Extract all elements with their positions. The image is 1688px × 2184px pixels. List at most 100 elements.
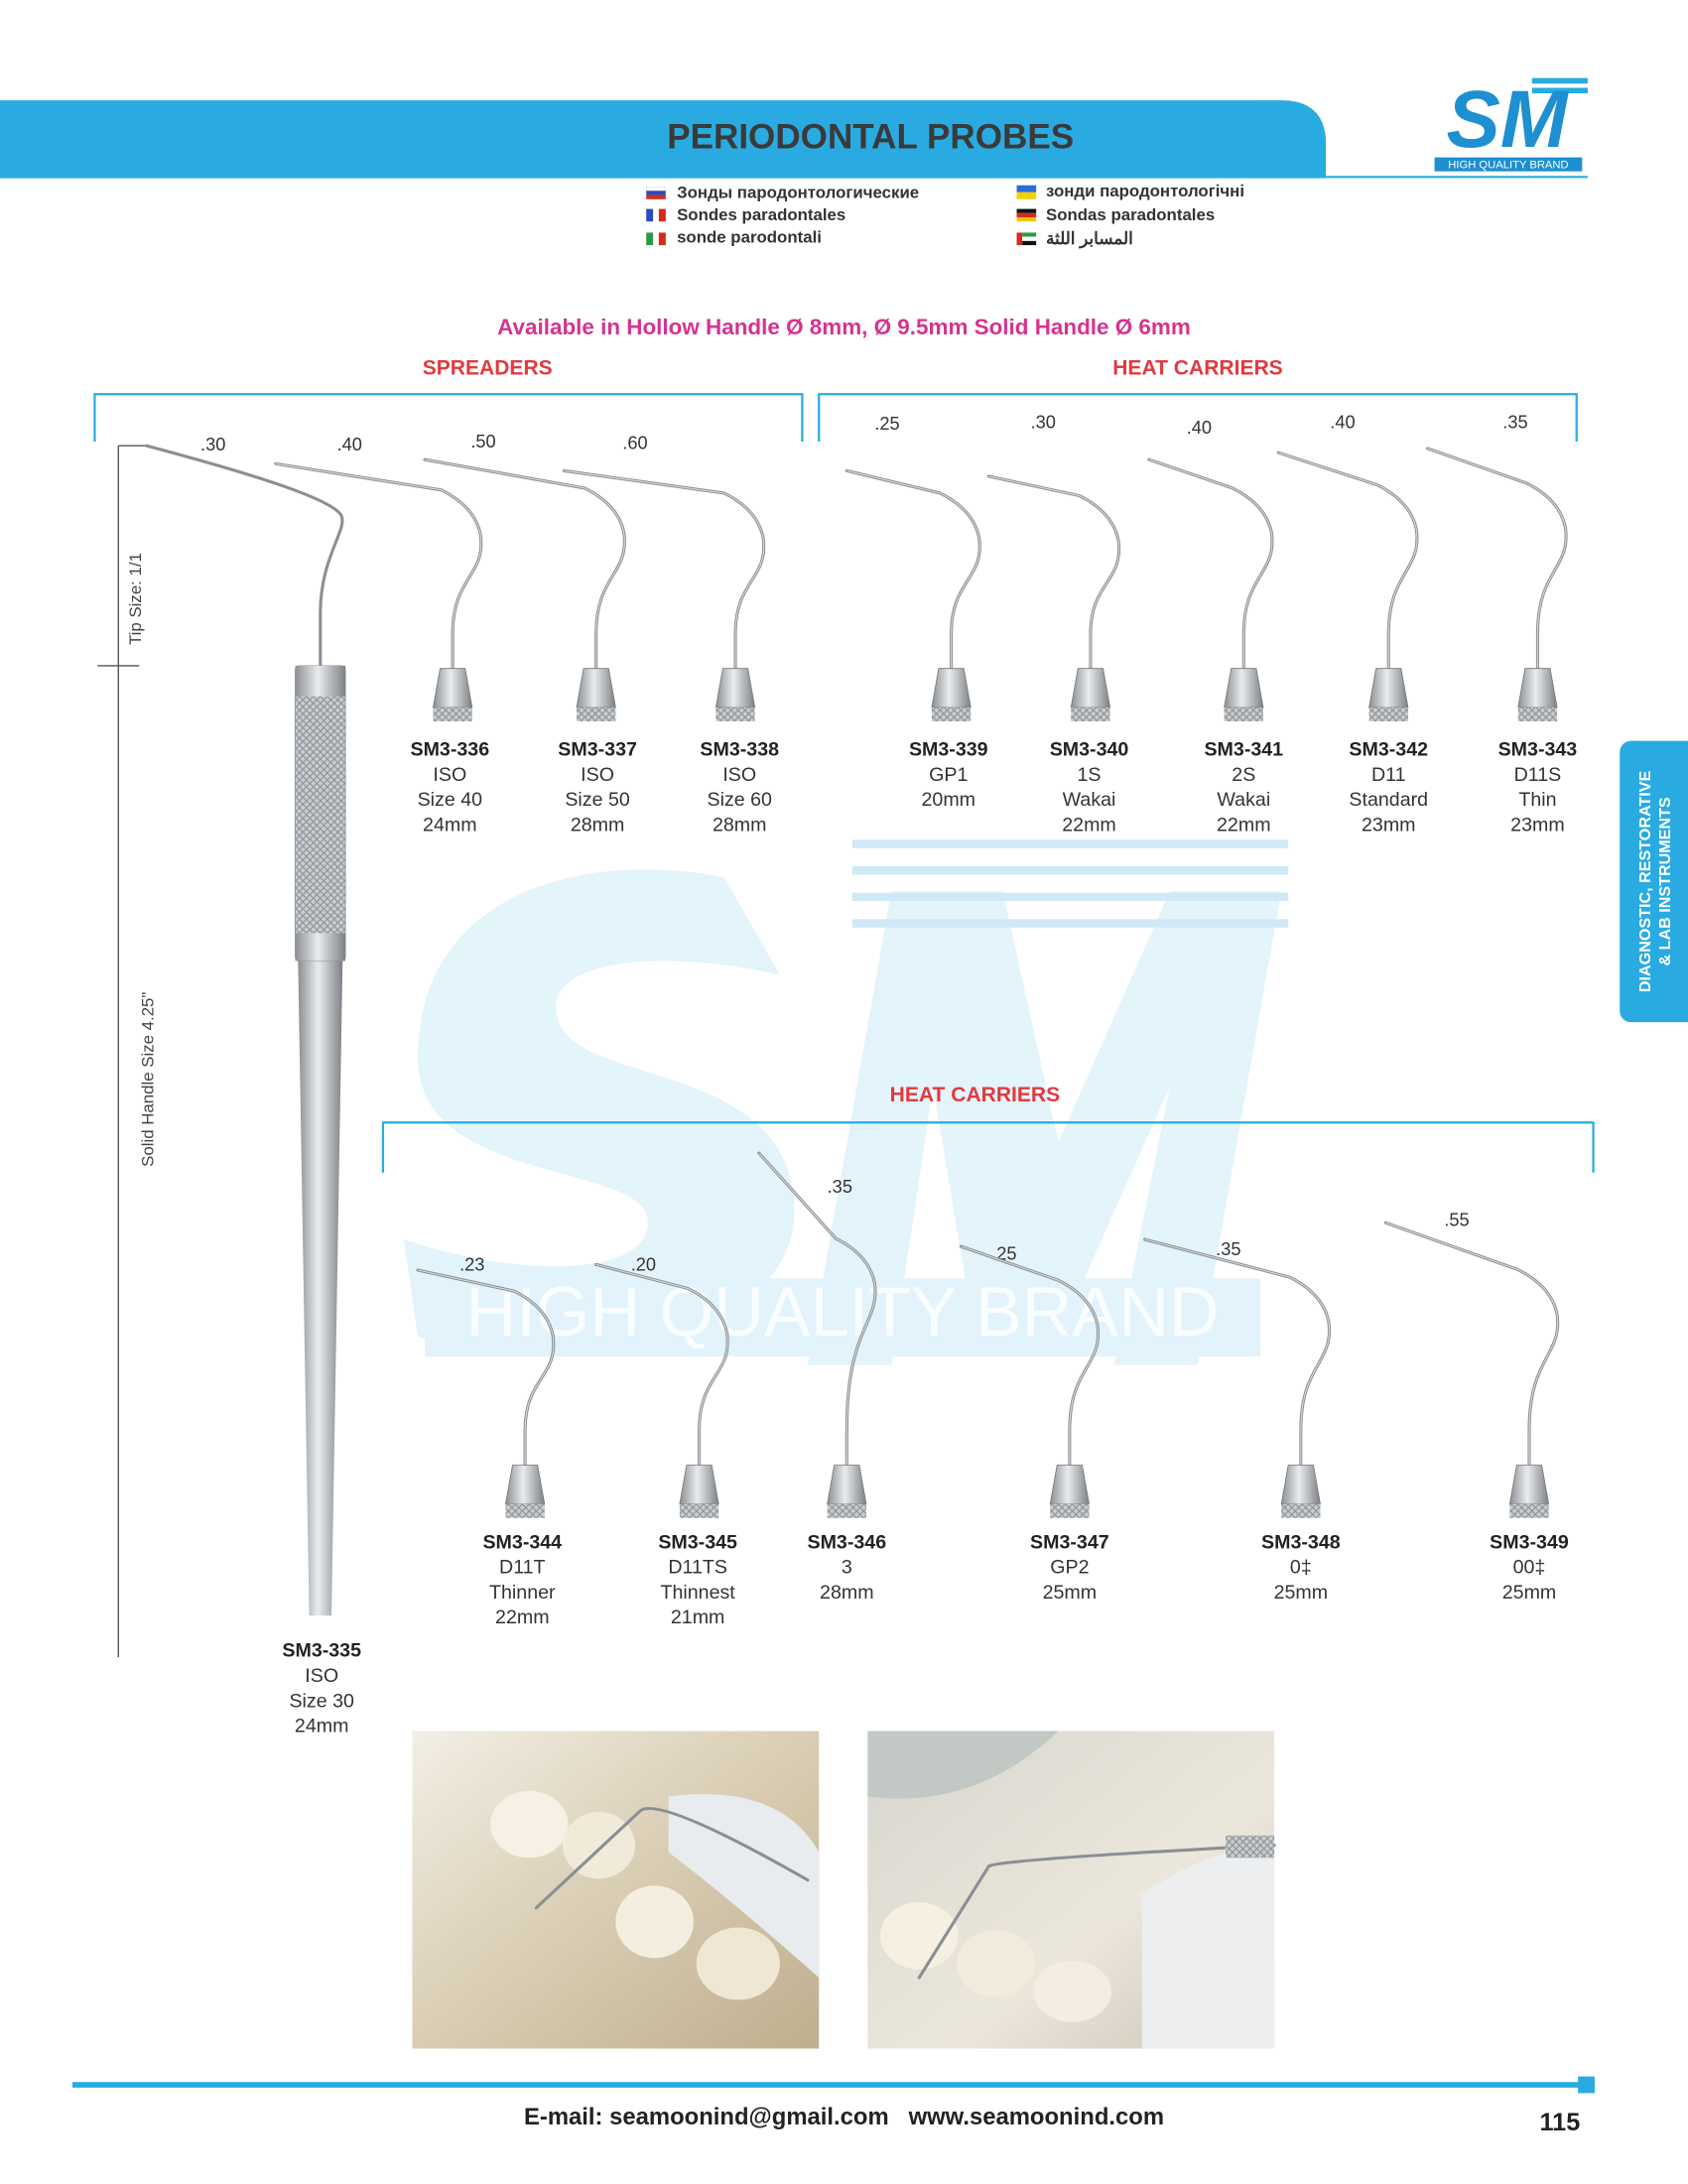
section-label: HEAT CARRIERS [890, 1084, 1061, 1106]
instrument-hub-knurl [505, 1503, 545, 1518]
flags [645, 185, 1037, 246]
instrument-hub [1070, 668, 1111, 708]
tip-size: .40 [1187, 417, 1212, 438]
product: SM3-336 ISO Size 40 24mm .40 [274, 434, 489, 835]
instrument-shaft [986, 474, 1121, 671]
product-spec: Thinnest [660, 1582, 735, 1604]
instrument-shaft-highlight [1278, 451, 1418, 669]
instrument-hub [1368, 668, 1409, 708]
product: SM3-338 ISO Size 60 28mm .60 [562, 433, 779, 835]
translation: Sondes paradontales [677, 205, 845, 224]
footer-contact: E-mail: seamoonind@gmail.com www.seamoon… [524, 2104, 1164, 2130]
logo-mark: SM [1447, 74, 1570, 165]
tip-size: .25 [874, 413, 899, 434]
product-spec: Thinner [489, 1582, 556, 1604]
instrument-shaft-highlight [1385, 1221, 1559, 1466]
product-spec: ISO [581, 764, 614, 786]
page-title: PERIODONTAL PROBES [667, 118, 1074, 157]
product: SM3-349 00‡ 25mm .55 [1383, 1210, 1569, 1604]
instrument-hub [1508, 1465, 1550, 1505]
header-band [0, 100, 1327, 179]
product-code: SM3-339 [909, 739, 988, 761]
instrument-shaft [1426, 447, 1568, 671]
product: SM3-346 3 28mm .35 [757, 1151, 886, 1604]
instrument-shaft [844, 468, 981, 671]
product-spec: Size 30 [289, 1690, 354, 1712]
instrument-hub [1224, 668, 1264, 708]
product-code: SM3-341 [1204, 739, 1283, 761]
logo: SM HIGH QUALITY BRAND [1434, 74, 1588, 172]
product-spec: 22mm [495, 1606, 550, 1628]
section-bracket [818, 393, 1578, 442]
instrument-shaft [1147, 457, 1274, 671]
product-spec: ISO [433, 764, 466, 786]
product-spec: 28mm [571, 814, 625, 835]
product-spec: 23mm [1362, 814, 1416, 835]
product-code: SM3-348 [1261, 1531, 1341, 1553]
side-tab-text: & LAB INSTRUMENTS [1656, 797, 1674, 965]
instrument-hub [504, 1465, 546, 1505]
tip-size: .35 [1502, 412, 1527, 433]
product-spec: 21mm [671, 1606, 725, 1628]
instrument-hub [714, 668, 756, 708]
watermark-text: HIGH QUALITY BRAND [466, 1272, 1220, 1350]
instrument-shaft-highlight [758, 1152, 876, 1466]
instrument-shaft-highlight [564, 469, 765, 669]
section-bracket [93, 393, 804, 442]
instrument-shaft [423, 457, 626, 671]
translation: sonde parodontali [677, 227, 822, 246]
tip-size: .40 [337, 434, 362, 454]
instrument-hub-knurl [433, 707, 472, 722]
product-spec: 2S [1232, 764, 1255, 786]
product: SM3-339 GP1 20mm .25 [844, 413, 988, 811]
tip-size: .30 [200, 434, 225, 454]
side-tab-text: DIAGNOSTIC, RESTORATIVE [1636, 771, 1654, 993]
footer-rule-end [1578, 2076, 1595, 2094]
product-spec: GP2 [1050, 1557, 1089, 1579]
translation: المسابر اللثة [1046, 229, 1133, 249]
instrument-hub-knurl [1368, 707, 1408, 722]
side-tab [1620, 740, 1688, 1023]
product-code: SM3-336 [410, 739, 489, 761]
instrument-hub [1049, 1465, 1091, 1505]
tip-size: .30 [1031, 412, 1056, 433]
instrument-shaft-highlight [595, 1263, 728, 1466]
instrument-hub [1280, 1465, 1321, 1505]
product-code: SM3-347 [1030, 1531, 1109, 1553]
product-spec: 25mm [1274, 1582, 1329, 1604]
product: SM3-340 1S Wakai 22mm .30 [986, 412, 1128, 835]
tip-size: .50 [470, 431, 495, 451]
tip-size-label: Tip Size: 1/1 [126, 553, 145, 645]
product: SM3-348 0‡ 25mm .35 [1143, 1237, 1341, 1604]
instrument-hub-knurl [1509, 1503, 1549, 1518]
product-code: SM3-349 [1490, 1531, 1569, 1553]
availability-note: Available in Hollow Handle Ø 8mm, Ø 9.5m… [497, 315, 1191, 339]
product-code: SM3-344 [482, 1531, 562, 1553]
page-number: 115 [1540, 2109, 1581, 2136]
product-spec: Size 40 [418, 789, 483, 811]
product-code: SM3-335 [282, 1640, 361, 1662]
product-spec: Standard [1349, 789, 1428, 811]
handle-size-label: Solid Handle Size 4.25" [139, 992, 158, 1167]
product-spec: D11TS [668, 1557, 727, 1579]
product-spec: ISO [722, 764, 756, 786]
product: SM3-343 D11S Thin 23mm .35 [1426, 412, 1577, 835]
instrument-hub-knurl [1050, 1503, 1090, 1518]
tip-size: .55 [1444, 1210, 1469, 1230]
instrument-shaft [1276, 450, 1419, 671]
photo [867, 1731, 1276, 2049]
instrument-handle [144, 444, 346, 1616]
product-spec: 25mm [1043, 1582, 1098, 1604]
product-spec: D11S [1514, 764, 1562, 786]
watermark [404, 869, 1282, 1365]
instrument-shaft [1383, 1220, 1560, 1468]
product-code: SM3-346 [807, 1531, 886, 1553]
product-spec: D11T [499, 1557, 546, 1579]
product-spec: GP1 [929, 764, 968, 786]
product-spec: 24mm [423, 814, 477, 835]
product: SM3-342 D11 Standard 23mm .40 [1276, 412, 1428, 835]
